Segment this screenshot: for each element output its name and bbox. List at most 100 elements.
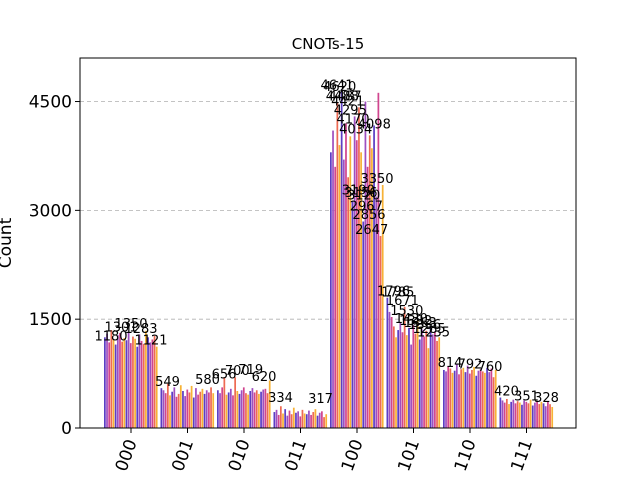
data-label: 1530	[390, 304, 423, 319]
bar	[408, 327, 410, 428]
bar	[445, 371, 447, 428]
bar	[279, 406, 282, 428]
bar	[499, 397, 502, 428]
bar	[223, 377, 226, 428]
bar	[521, 404, 523, 428]
bar	[108, 342, 111, 428]
bar	[160, 388, 163, 428]
bar	[510, 401, 513, 428]
bar	[334, 166, 337, 428]
bar	[217, 390, 219, 428]
x-tick-label: 010	[225, 437, 255, 474]
bar	[236, 391, 239, 428]
bar	[264, 388, 267, 428]
bar	[104, 337, 106, 428]
bar	[153, 335, 156, 428]
bar	[473, 367, 475, 428]
data-label: 3350	[360, 172, 393, 187]
bar	[381, 184, 384, 428]
data-label: 760	[478, 360, 503, 375]
bar	[399, 322, 402, 428]
bar	[262, 389, 265, 428]
bar	[316, 415, 319, 428]
bar	[332, 130, 334, 429]
data-label: 2647	[355, 223, 388, 238]
bar	[523, 400, 525, 428]
bar	[425, 330, 428, 428]
bar	[379, 235, 382, 428]
bar	[277, 414, 280, 428]
bar	[531, 405, 534, 428]
bar	[349, 136, 352, 428]
data-label: 2856	[352, 208, 385, 223]
bar	[284, 409, 287, 428]
bar	[447, 366, 450, 428]
bar	[527, 403, 530, 428]
data-label: 700	[225, 364, 250, 379]
data-label: 719	[238, 363, 263, 378]
bar	[386, 297, 389, 428]
bar	[436, 340, 438, 428]
bar	[418, 339, 421, 428]
bar	[390, 317, 393, 428]
bar	[301, 409, 304, 428]
bar	[314, 409, 317, 428]
bar	[434, 331, 436, 428]
bar	[529, 399, 532, 428]
bar	[479, 369, 482, 428]
x-tick-label: 000	[112, 437, 142, 474]
bar	[114, 344, 117, 428]
bar	[147, 337, 149, 428]
bar	[427, 348, 430, 428]
bar	[460, 369, 463, 428]
data-label: 1301	[104, 321, 137, 336]
bar	[253, 392, 256, 428]
x-tick-label: 001	[168, 437, 198, 474]
bar	[540, 401, 543, 428]
bar	[395, 337, 397, 428]
bar	[547, 401, 549, 428]
bar	[164, 393, 167, 428]
data-label: 4421	[331, 94, 364, 109]
bar	[136, 346, 139, 428]
bar	[443, 369, 445, 428]
bar	[201, 388, 204, 428]
data-label: 1336	[408, 318, 441, 333]
bar	[125, 340, 128, 428]
bar	[127, 331, 130, 428]
data-label: 656	[212, 367, 237, 382]
bar	[536, 401, 538, 428]
plot-frame	[79, 57, 577, 429]
bar	[210, 387, 212, 428]
data-label: 1363	[404, 316, 437, 331]
bar	[471, 369, 473, 428]
bar	[255, 390, 258, 428]
bar	[251, 388, 254, 428]
chart-title: CNOTs-15	[292, 35, 365, 53]
bar	[129, 343, 132, 428]
bar	[355, 140, 358, 428]
bar	[340, 91, 343, 429]
bar	[190, 385, 193, 428]
bar	[342, 159, 345, 428]
bar	[305, 414, 308, 428]
data-label: 1796	[377, 285, 410, 300]
bar	[405, 335, 408, 428]
bar	[416, 320, 419, 428]
bar	[221, 387, 224, 428]
bar	[225, 394, 228, 428]
bar	[212, 393, 215, 428]
y-axis-label: Count	[0, 217, 16, 268]
bar	[345, 123, 347, 428]
bar	[106, 333, 108, 428]
bar	[347, 177, 350, 428]
bar	[551, 406, 554, 428]
bar	[412, 324, 415, 428]
bar	[318, 412, 321, 428]
bar	[453, 370, 456, 428]
bar	[525, 401, 528, 428]
data-label: 580	[195, 373, 220, 388]
data-label: 814	[438, 356, 463, 371]
bar	[240, 390, 243, 428]
data-label: 317	[308, 392, 333, 407]
